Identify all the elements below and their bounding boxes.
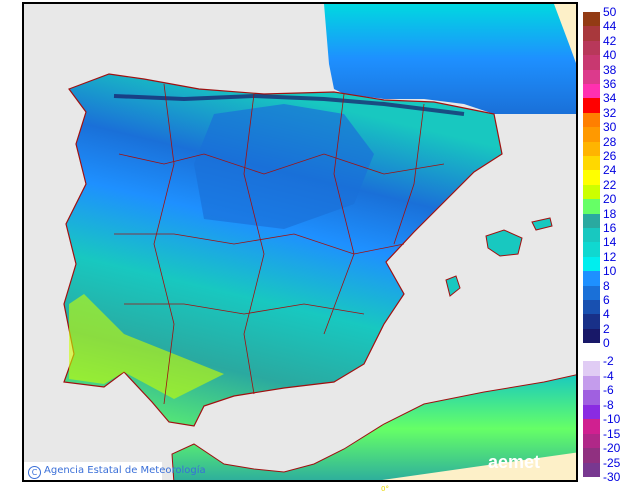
legend-swatch — [583, 256, 600, 272]
nodata-area-bottom — [382, 452, 576, 480]
legend-swatch — [583, 285, 600, 300]
legend-swatch — [583, 213, 600, 228]
legend-swatch — [583, 112, 600, 128]
legend-label: -20 — [603, 441, 621, 455]
legend-swatch — [583, 55, 600, 70]
legend-swatch — [583, 26, 600, 41]
legend-label: 6 — [603, 293, 610, 307]
legend-label: 0 — [603, 336, 610, 351]
legend-label: -8 — [603, 397, 614, 412]
legend-swatch — [583, 462, 600, 477]
legend-label: 8 — [603, 278, 610, 293]
legend-label: 26 — [603, 149, 617, 163]
legend-swatch — [583, 271, 600, 286]
temperature-map — [22, 2, 578, 482]
legend-label: 12 — [603, 249, 617, 264]
legend-label: -15 — [603, 426, 621, 441]
legend-swatch — [583, 300, 600, 315]
legend-swatch — [583, 361, 600, 376]
france-region — [324, 4, 576, 114]
legend-swatch — [583, 170, 600, 185]
nodata-area-top — [554, 4, 576, 64]
cold-north-plateau — [194, 104, 374, 229]
legend-label: 34 — [603, 91, 617, 106]
legend-swatch — [583, 156, 600, 171]
legend-label: 10 — [603, 264, 617, 279]
legend-label: 14 — [603, 235, 617, 250]
legend-swatch — [583, 390, 600, 405]
legend-label: 30 — [603, 120, 617, 135]
legend-swatch — [583, 127, 600, 142]
legend-label: 36 — [603, 77, 617, 91]
legend-label: 44 — [603, 19, 617, 34]
legend-swatch — [583, 328, 600, 344]
province-borders — [114, 83, 445, 405]
legend-swatch — [583, 40, 600, 56]
legend-label: 20 — [603, 192, 617, 207]
legend-label: 4 — [603, 307, 610, 322]
legend-label: 42 — [603, 33, 617, 48]
legend-swatch — [583, 199, 600, 214]
legend-label: 28 — [603, 134, 617, 149]
pyrenees-ridge — [113, 93, 465, 116]
legend-label: 50 — [603, 5, 617, 19]
legend-swatch — [583, 84, 600, 99]
legend-label: -6 — [603, 383, 614, 397]
yellow-south-west — [69, 294, 224, 399]
legend-swatch — [583, 404, 600, 419]
legend-label: 22 — [603, 177, 617, 192]
balearic-ibiza — [445, 275, 461, 297]
legend-label: 2 — [603, 321, 610, 336]
legend-swatch — [583, 448, 600, 463]
legend-swatch — [583, 141, 600, 156]
legend-swatch — [583, 228, 600, 243]
legend-label: -30 — [603, 470, 621, 484]
legend-label: 38 — [603, 62, 617, 77]
balearic-mallorca — [485, 229, 523, 257]
credit-text: Agencia Estatal de Meteorología — [44, 465, 206, 476]
legend-swatch — [583, 433, 600, 448]
legend-swatch — [583, 12, 600, 27]
legend-swatch — [583, 69, 600, 84]
legend-swatch — [583, 419, 600, 434]
legend-label: -2 — [603, 354, 614, 368]
legend-label: 32 — [603, 105, 617, 120]
legend-label: -4 — [603, 368, 614, 383]
legend-label: 24 — [603, 163, 617, 178]
legend-swatch — [583, 242, 600, 257]
legend-label: 16 — [603, 221, 617, 235]
copyright-icon: C — [28, 466, 41, 479]
legend-swatch — [583, 375, 600, 390]
longitude-label: 0° — [381, 485, 389, 493]
legend-label: -25 — [603, 455, 621, 470]
legend-label: 18 — [603, 206, 617, 221]
map-canvas — [63, 4, 576, 480]
balearic-menorca — [531, 217, 553, 231]
legend-swatch — [583, 184, 600, 200]
copyright-credit: C Agencia Estatal de Meteorología — [24, 462, 206, 480]
legend-label: -10 — [603, 412, 621, 426]
legend-swatch — [583, 314, 600, 329]
legend-swatch — [583, 98, 600, 113]
aemet-logo: aemet — [488, 452, 541, 472]
north-africa — [171, 374, 576, 480]
legend-label: 40 — [603, 48, 617, 63]
